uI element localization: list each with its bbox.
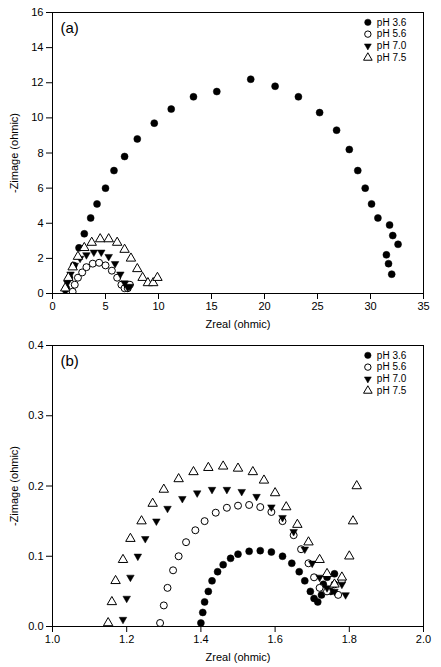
svg-text:5: 5 bbox=[102, 300, 108, 312]
svg-text:6: 6 bbox=[37, 182, 43, 194]
svg-text:-Zimage (ohmic): -Zimage (ohmic) bbox=[8, 446, 20, 526]
svg-text:(b): (b) bbox=[61, 352, 79, 369]
svg-text:1.6: 1.6 bbox=[267, 633, 282, 645]
svg-text:1.4: 1.4 bbox=[193, 633, 208, 645]
svg-text:Zreal (ohmic): Zreal (ohmic) bbox=[206, 651, 271, 663]
svg-text:16: 16 bbox=[31, 6, 43, 18]
svg-text:(a): (a) bbox=[61, 19, 79, 36]
svg-text:0.3: 0.3 bbox=[28, 409, 43, 421]
svg-text:20: 20 bbox=[258, 300, 270, 312]
svg-text:4: 4 bbox=[37, 217, 43, 229]
svg-text:2: 2 bbox=[37, 252, 43, 264]
svg-text:30: 30 bbox=[364, 300, 376, 312]
svg-text:0.0: 0.0 bbox=[28, 620, 43, 632]
svg-text:Zreal (ohmic): Zreal (ohmic) bbox=[206, 318, 271, 330]
svg-text:15: 15 bbox=[205, 300, 217, 312]
svg-text:35: 35 bbox=[417, 300, 429, 312]
svg-text:12: 12 bbox=[31, 76, 43, 88]
svg-text:pH 7.5: pH 7.5 bbox=[377, 52, 407, 63]
svg-text:1.0: 1.0 bbox=[45, 633, 60, 645]
svg-text:0.4: 0.4 bbox=[28, 339, 43, 351]
svg-text:10: 10 bbox=[31, 111, 43, 123]
svg-text:10: 10 bbox=[152, 300, 164, 312]
svg-text:0: 0 bbox=[49, 300, 55, 312]
svg-text:pH 3.6: pH 3.6 bbox=[377, 17, 407, 28]
svg-text:14: 14 bbox=[31, 41, 43, 53]
svg-text:pH 5.6: pH 5.6 bbox=[377, 361, 407, 372]
svg-text:1.8: 1.8 bbox=[342, 633, 357, 645]
svg-text:0.1: 0.1 bbox=[28, 550, 43, 562]
svg-text:pH 7.0: pH 7.0 bbox=[377, 40, 407, 51]
svg-text:25: 25 bbox=[311, 300, 323, 312]
svg-text:pH 7.5: pH 7.5 bbox=[377, 385, 407, 396]
svg-text:8: 8 bbox=[37, 147, 43, 159]
svg-text:-Zimage (ohmic): -Zimage (ohmic) bbox=[8, 113, 20, 193]
svg-text:pH 5.6: pH 5.6 bbox=[377, 28, 407, 39]
svg-text:pH 3.6: pH 3.6 bbox=[377, 350, 407, 361]
svg-text:2.0: 2.0 bbox=[416, 633, 431, 645]
svg-text:1.2: 1.2 bbox=[119, 633, 134, 645]
svg-text:0: 0 bbox=[37, 287, 43, 299]
svg-text:0.2: 0.2 bbox=[28, 480, 43, 492]
svg-text:pH 7.0: pH 7.0 bbox=[377, 373, 407, 384]
